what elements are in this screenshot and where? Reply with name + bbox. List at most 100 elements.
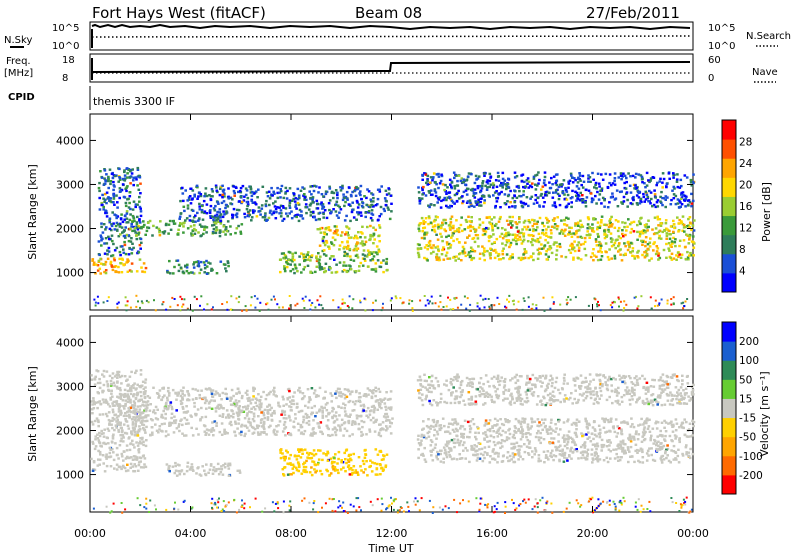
range-gate-cell (681, 452, 684, 456)
range-gate-cell (341, 392, 345, 396)
range-gate-cell (131, 423, 135, 426)
range-gate-cell (571, 248, 575, 251)
range-gate-cell (372, 251, 375, 254)
range-gate-cell (652, 249, 655, 252)
range-gate-cell (145, 408, 148, 411)
range-gate-cell (587, 304, 590, 307)
range-gate-cell (547, 235, 550, 239)
range-gate-cell (568, 230, 571, 233)
range-gate-cell (113, 265, 116, 268)
range-gate-cell (446, 186, 449, 189)
range-gate-cell (360, 198, 363, 201)
range-gate-cell (352, 400, 355, 404)
range-gate-cell (294, 205, 297, 208)
range-gate-cell (272, 393, 276, 396)
range-gate-cell (654, 299, 657, 302)
range-gate-cell (339, 208, 343, 211)
range-gate-cell (425, 233, 428, 236)
range-gate-cell (115, 402, 119, 406)
range-gate-cell (518, 217, 521, 220)
range-gate-cell (91, 442, 95, 445)
range-gate-cell (139, 413, 142, 417)
range-gate-cell (627, 172, 630, 175)
range-gate-cell (103, 263, 107, 266)
range-gate-cell (493, 304, 496, 307)
range-gate-cell (244, 305, 247, 308)
range-gate-cell (225, 409, 229, 412)
range-gate-cell (338, 425, 342, 428)
range-gate-cell (331, 415, 334, 419)
range-gate-cell (455, 219, 458, 222)
range-gate-cell (310, 466, 313, 469)
range-gate-cell (98, 400, 101, 403)
range-gate-cell (580, 223, 583, 227)
range-gate-cell (356, 237, 359, 240)
range-gate-cell (141, 400, 145, 403)
range-gate-cell (490, 304, 493, 307)
range-gate-cell (525, 228, 528, 231)
range-gate-cell (210, 407, 214, 410)
range-gate-cell (692, 229, 696, 232)
range-gate-cell (453, 187, 457, 190)
range-gate-cell (427, 302, 430, 305)
range-gate-cell (529, 184, 532, 187)
range-gate-cell (188, 468, 192, 471)
range-gate-cell (136, 184, 139, 187)
range-gate-cell (103, 470, 107, 473)
range-gate-cell (488, 234, 491, 238)
range-gate-cell (125, 432, 129, 435)
range-gate-cell (294, 267, 298, 270)
range-gate-cell (288, 204, 291, 207)
range-gate-cell (330, 271, 334, 274)
range-gate-cell (212, 227, 216, 231)
range-gate-cell (235, 208, 239, 212)
range-gate-cell (474, 228, 477, 232)
cpid-value: themis 3300 IF (93, 95, 175, 108)
range-gate-cell (562, 179, 566, 182)
range-gate-cell (281, 205, 285, 208)
range-gate-cell (135, 237, 139, 241)
range-gate-cell (130, 433, 134, 436)
range-gate-cell (623, 300, 626, 303)
range-gate-cell (439, 294, 442, 297)
range-gate-cell (354, 469, 358, 472)
range-gate-cell (205, 272, 209, 275)
range-gate-cell (435, 454, 438, 458)
range-gate-cell (96, 437, 100, 440)
range-gate-cell (151, 431, 154, 434)
range-gate-cell (623, 242, 626, 245)
range-gate-cell (304, 206, 307, 209)
range-gate-cell (544, 183, 547, 187)
range-gate-cell (551, 196, 555, 199)
range-gate-cell (523, 256, 527, 260)
range-gate-cell (132, 176, 135, 179)
range-gate-cell (625, 191, 629, 194)
range-gate-cell (134, 231, 137, 234)
range-gate-cell (270, 298, 273, 301)
range-gate-cell (90, 400, 94, 403)
range-gate-cell (217, 220, 220, 223)
range-gate-cell (596, 232, 600, 236)
range-gate-cell (92, 407, 96, 410)
range-gate-cell (276, 186, 279, 190)
range-gate-cell (423, 237, 426, 240)
range-gate-cell (687, 258, 690, 261)
range-gate-cell (359, 184, 363, 188)
range-gate-cell (121, 245, 124, 248)
range-gate-cell (112, 458, 116, 462)
range-gate-cell (620, 201, 623, 204)
range-gate-cell (375, 462, 379, 466)
range-gate-cell (102, 383, 106, 387)
range-gate-cell (125, 309, 128, 312)
range-gate-cell (131, 421, 135, 424)
range-gate-cell (101, 413, 105, 416)
range-gate-cell (491, 229, 494, 232)
range-gate-cell (570, 174, 573, 177)
range-gate-cell (373, 406, 377, 409)
range-gate-cell (334, 411, 338, 414)
range-gate-cell (577, 257, 580, 260)
range-gate-cell (128, 409, 131, 413)
range-gate-cell (235, 411, 239, 414)
range-gate-cell (565, 190, 569, 193)
range-gate-cell (249, 424, 252, 427)
